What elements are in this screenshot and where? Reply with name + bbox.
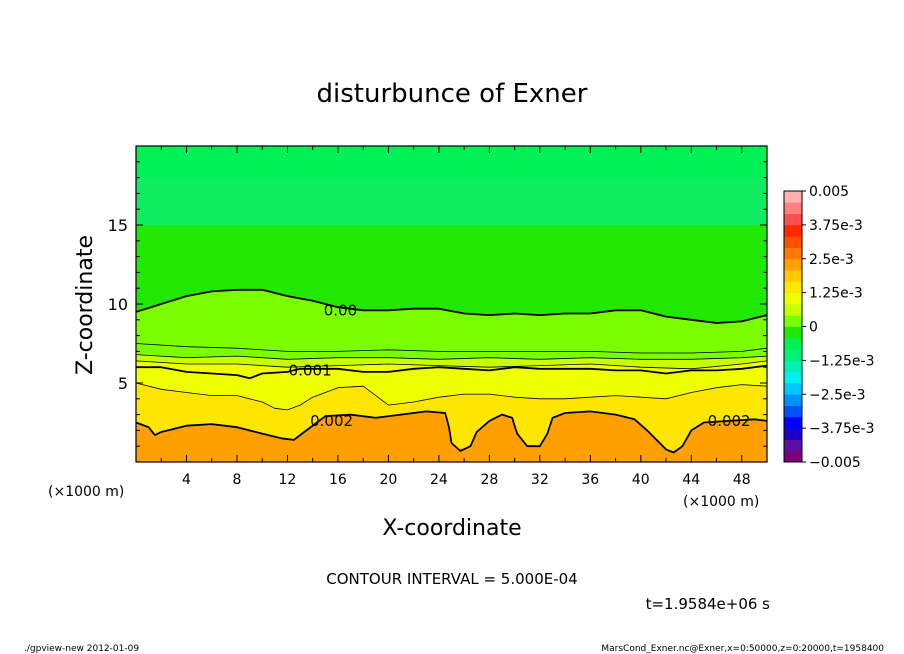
colorbar-swatch-11 bbox=[784, 326, 802, 339]
colorbar-label-3: 1.25e-3 bbox=[809, 286, 863, 302]
contour-line-1 bbox=[136, 343, 767, 354]
contour-line-0 bbox=[136, 288, 767, 324]
plot-area bbox=[136, 146, 767, 462]
contour-lines bbox=[136, 288, 767, 454]
colorbar-swatch-7 bbox=[784, 371, 802, 384]
x-tick-label-2: 12 bbox=[279, 472, 297, 488]
chart-title: disturbunce of Exner bbox=[317, 79, 588, 109]
colorbar-swatch-4 bbox=[784, 405, 802, 418]
colorbar-swatch-19 bbox=[784, 236, 802, 248]
colorbar-swatch-22 bbox=[784, 202, 802, 214]
colorbar-label-4: 0 bbox=[809, 320, 818, 336]
x-tick-label-0: 4 bbox=[182, 472, 191, 488]
x-axis: 4 8 12 16 20 24 28 32 36 40 44 48 bbox=[160, 146, 751, 488]
x-unit-right: (×1000 m) bbox=[683, 494, 759, 510]
x-tick-label-1: 8 bbox=[232, 472, 241, 488]
time-stamp: t=1.9584e+06 s bbox=[646, 595, 771, 613]
colorbar-swatch-2 bbox=[784, 428, 802, 440]
contour-line-2 bbox=[136, 354, 767, 360]
x-tick-label-6: 28 bbox=[480, 472, 498, 488]
colorbar-swatch-20 bbox=[784, 224, 802, 237]
y-axis-label: Z-coordinate bbox=[73, 235, 98, 375]
footer-right: MarsCond_Exner.nc@Exner,x=0:50000,z=0:20… bbox=[601, 644, 884, 654]
colorbar-label-1: 3.75e-3 bbox=[809, 218, 863, 234]
colorbar-swatch-9 bbox=[784, 349, 802, 361]
colorbar-swatch-8 bbox=[784, 360, 802, 373]
x-tick-label-7: 32 bbox=[531, 472, 549, 488]
colorbar-swatch-13 bbox=[784, 303, 802, 316]
field-upper-1 bbox=[136, 146, 767, 178]
colorbar-swatch-23 bbox=[784, 191, 802, 203]
colorbar-swatch-17 bbox=[784, 258, 802, 271]
x-tick-label-10: 44 bbox=[682, 472, 700, 488]
footer-left: ./gpview-new 2012-01-09 bbox=[24, 644, 139, 654]
contour-line-3 bbox=[136, 360, 767, 370]
x-tick-label-3: 16 bbox=[329, 472, 347, 488]
colorbar-swatch-18 bbox=[784, 247, 802, 260]
x-unit-left: (×1000 m) bbox=[48, 484, 124, 500]
contour-label-1: 0.001 bbox=[289, 361, 332, 379]
colorbar-swatch-3 bbox=[784, 416, 802, 429]
colorbar-swatch-5 bbox=[784, 394, 802, 406]
contour-label-3: 0.002 bbox=[708, 412, 751, 430]
y-tick-label-2: 15 bbox=[108, 216, 128, 235]
y-tick-label-1: 10 bbox=[108, 295, 128, 314]
colorbar-labels: 0.005 3.75e-3 2.5e-3 1.25e-3 0 −1.25e-3 −2.5e-… bbox=[802, 184, 874, 471]
colorbar-label-0: 0.005 bbox=[809, 184, 849, 200]
y-axis: 5 10 15 bbox=[108, 161, 767, 447]
contour-labels: 0.00 0.001 0.002 0.002 bbox=[289, 301, 751, 430]
colorbar-label-7: −3.75e-3 bbox=[809, 421, 874, 437]
colorbar-swatch-6 bbox=[784, 382, 802, 395]
x-axis-label: X-coordinate bbox=[382, 516, 521, 541]
x-tick-label-11: 48 bbox=[733, 472, 751, 488]
colorbar-swatch-0 bbox=[784, 450, 802, 463]
colorbar-swatch-12 bbox=[784, 315, 802, 327]
colorbar-label-5: −1.25e-3 bbox=[809, 353, 874, 369]
colorbar-label-8: −0.005 bbox=[809, 455, 861, 471]
colorbar bbox=[784, 191, 802, 463]
colorbar-swatch-10 bbox=[784, 337, 802, 350]
colorbar-swatch-21 bbox=[784, 213, 802, 226]
x-tick-label-4: 20 bbox=[379, 472, 397, 488]
contour-interval-note: CONTOUR INTERVAL = 5.000E-04 bbox=[326, 570, 577, 588]
colorbar-swatch-15 bbox=[784, 281, 802, 294]
colorbar-swatch-1 bbox=[784, 439, 802, 452]
contour-label-0: 0.00 bbox=[324, 301, 357, 319]
x-tick-label-8: 36 bbox=[581, 472, 599, 488]
colorbar-label-2: 2.5e-3 bbox=[809, 252, 854, 268]
contour-line-6 bbox=[136, 410, 767, 454]
colorbar-swatch-16 bbox=[784, 270, 802, 282]
y-tick-label-0: 5 bbox=[118, 374, 128, 393]
contour-line-5 bbox=[136, 382, 767, 411]
contour-label-2: 0.002 bbox=[310, 412, 353, 430]
x-tick-label-5: 24 bbox=[430, 472, 448, 488]
colorbar-swatch-14 bbox=[784, 292, 802, 305]
colorbar-label-6: −2.5e-3 bbox=[809, 387, 866, 403]
contour-line-4 bbox=[136, 364, 767, 380]
x-tick-label-9: 40 bbox=[632, 472, 650, 488]
